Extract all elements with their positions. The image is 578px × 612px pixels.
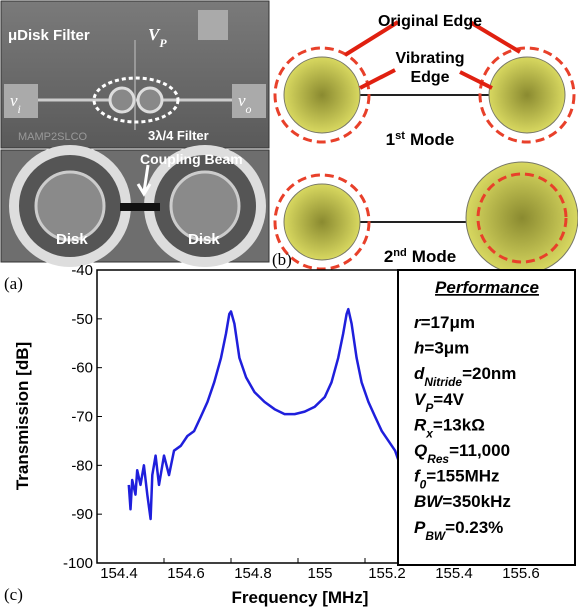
original-edge-label: Original Edge	[378, 13, 482, 30]
watermark: MAMP2SLCO	[18, 131, 88, 143]
text-part: =155MHz	[426, 467, 499, 486]
vibrating-edge-label: Edge	[410, 69, 449, 86]
transmission-line	[129, 309, 399, 519]
panel-label: (c)	[4, 585, 23, 604]
text-part: =4V	[433, 390, 464, 409]
y-tick-label: -90	[71, 506, 93, 523]
text-part: Mode	[410, 130, 454, 149]
text-part: BW	[425, 529, 447, 543]
performance-item: h=3μm	[414, 339, 469, 358]
disk	[171, 172, 239, 240]
figure: -100 -90 -80 -70 -60 -50 -40 154.4 154.6 154.8 155…	[0, 0, 578, 607]
disk	[138, 88, 162, 112]
mode-label: 2nd Mode	[384, 247, 456, 266]
text-part: nd	[393, 247, 407, 259]
text-part: Q	[414, 441, 427, 460]
disk-fem	[284, 184, 360, 260]
disk-label: Disk	[188, 231, 220, 248]
page: -100 -90 -80 -70 -60 -50 -40 154.4 154.6 154.8 155…	[0, 0, 578, 612]
text-part: P	[159, 36, 167, 50]
text-part: h	[414, 339, 424, 358]
y-tick-label: -60	[71, 360, 93, 377]
x-tick-label: 154.8	[234, 565, 272, 582]
panel-label: (b)	[272, 250, 292, 269]
y-tick-label: -100	[63, 555, 93, 572]
text-part: st	[395, 130, 405, 142]
text-part: o	[246, 102, 252, 116]
text-part: =13kΩ	[433, 415, 485, 434]
performance-item: r=17μm	[414, 313, 475, 332]
x-tick-label: 155	[307, 565, 332, 582]
disk-fem	[489, 57, 565, 133]
x-tick-label: 155.2	[368, 565, 406, 582]
x-tick-label: 154.4	[100, 565, 138, 582]
vibrating-edge-label: Vibrating	[395, 50, 464, 67]
pad	[198, 10, 228, 40]
y-tick-label: -70	[71, 409, 93, 426]
disk-fem	[284, 57, 360, 133]
y-tick-label: -80	[71, 457, 93, 474]
disk	[110, 88, 134, 112]
text-part: 1	[386, 130, 395, 149]
text-part: Nitride	[424, 375, 462, 389]
text-part: BW	[414, 492, 444, 511]
mode-label: 1st Mode	[386, 130, 455, 149]
text-part: Res	[427, 452, 449, 466]
disk	[36, 172, 104, 240]
performance-title: Performance	[435, 278, 539, 297]
y-tick-label: -50	[71, 311, 93, 328]
filter-label: 3λ/4 Filter	[148, 128, 209, 143]
disk-label: Disk	[56, 231, 88, 248]
text-part: d	[414, 364, 425, 383]
coupling-label: Coupling Beam	[140, 151, 243, 167]
panel-label: (a)	[4, 274, 23, 293]
y-axis-label: Transmission [dB]	[13, 342, 32, 490]
text-part: =3μm	[424, 339, 469, 358]
x-tick-label: 154.6	[167, 565, 205, 582]
panel-a-title: μDisk Filter	[8, 27, 90, 44]
x-tick-label: 155.4	[435, 565, 473, 582]
disk-fem	[466, 162, 578, 274]
text-part: =0.23%	[445, 518, 503, 537]
text-part: R	[414, 415, 427, 434]
text-part: i	[18, 102, 21, 116]
x-axis-label: Frequency [MHz]	[232, 588, 369, 607]
text-part: 2	[384, 247, 393, 266]
x-tick-label: 155.6	[502, 565, 540, 582]
text-part: P	[425, 401, 433, 415]
text-part: =350kHz	[442, 492, 511, 511]
text-part: Mode	[412, 247, 456, 266]
coupling-beam	[120, 203, 160, 211]
y-tick-label: -40	[71, 262, 93, 279]
text-part: =20nm	[462, 364, 516, 383]
text-part: =17μm	[421, 313, 475, 332]
text-part: P	[414, 518, 426, 537]
text-part: =11,000	[449, 441, 510, 460]
performance-item: BW=350kHz	[414, 492, 511, 511]
